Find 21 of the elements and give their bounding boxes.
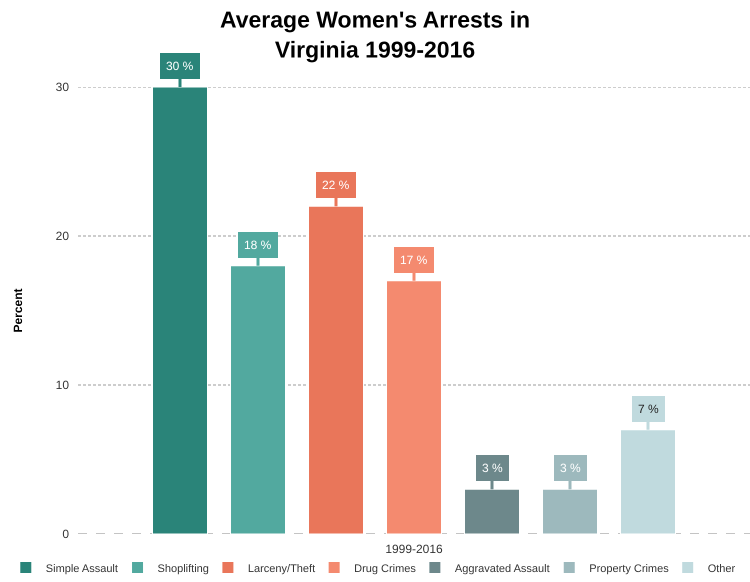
data-label: 3 % [560, 461, 582, 475]
legend-label: Aggravated Assault [454, 562, 550, 575]
y-tick-label: 0 [62, 527, 70, 542]
chart-title: Average Women's Arrests in Virginia 1999-2016 [220, 6, 530, 62]
data-label: 17 % [400, 253, 428, 267]
legend-label: Drug Crimes [354, 562, 416, 575]
data-label: 18 % [244, 238, 272, 252]
legend-label: Property Crimes [589, 562, 670, 575]
data-label: 3 % [482, 461, 504, 475]
data-label: 22 % [322, 178, 350, 192]
y-tick-label: 30 [56, 80, 70, 94]
legend-label: Shoplifting [158, 562, 209, 575]
legend-label: Other [708, 562, 736, 575]
legend-label: Simple Assault [46, 562, 118, 575]
legend-label: Larceny/Theft [248, 562, 316, 575]
x-tick-label: 1999-2016 [385, 542, 444, 556]
data-label: 30 % [166, 59, 194, 73]
data-label: 7 % [638, 402, 660, 416]
y-tick-label: 10 [56, 378, 70, 392]
y-axis-title: Percent [10, 288, 25, 333]
y-tick-label: 20 [56, 229, 70, 244]
